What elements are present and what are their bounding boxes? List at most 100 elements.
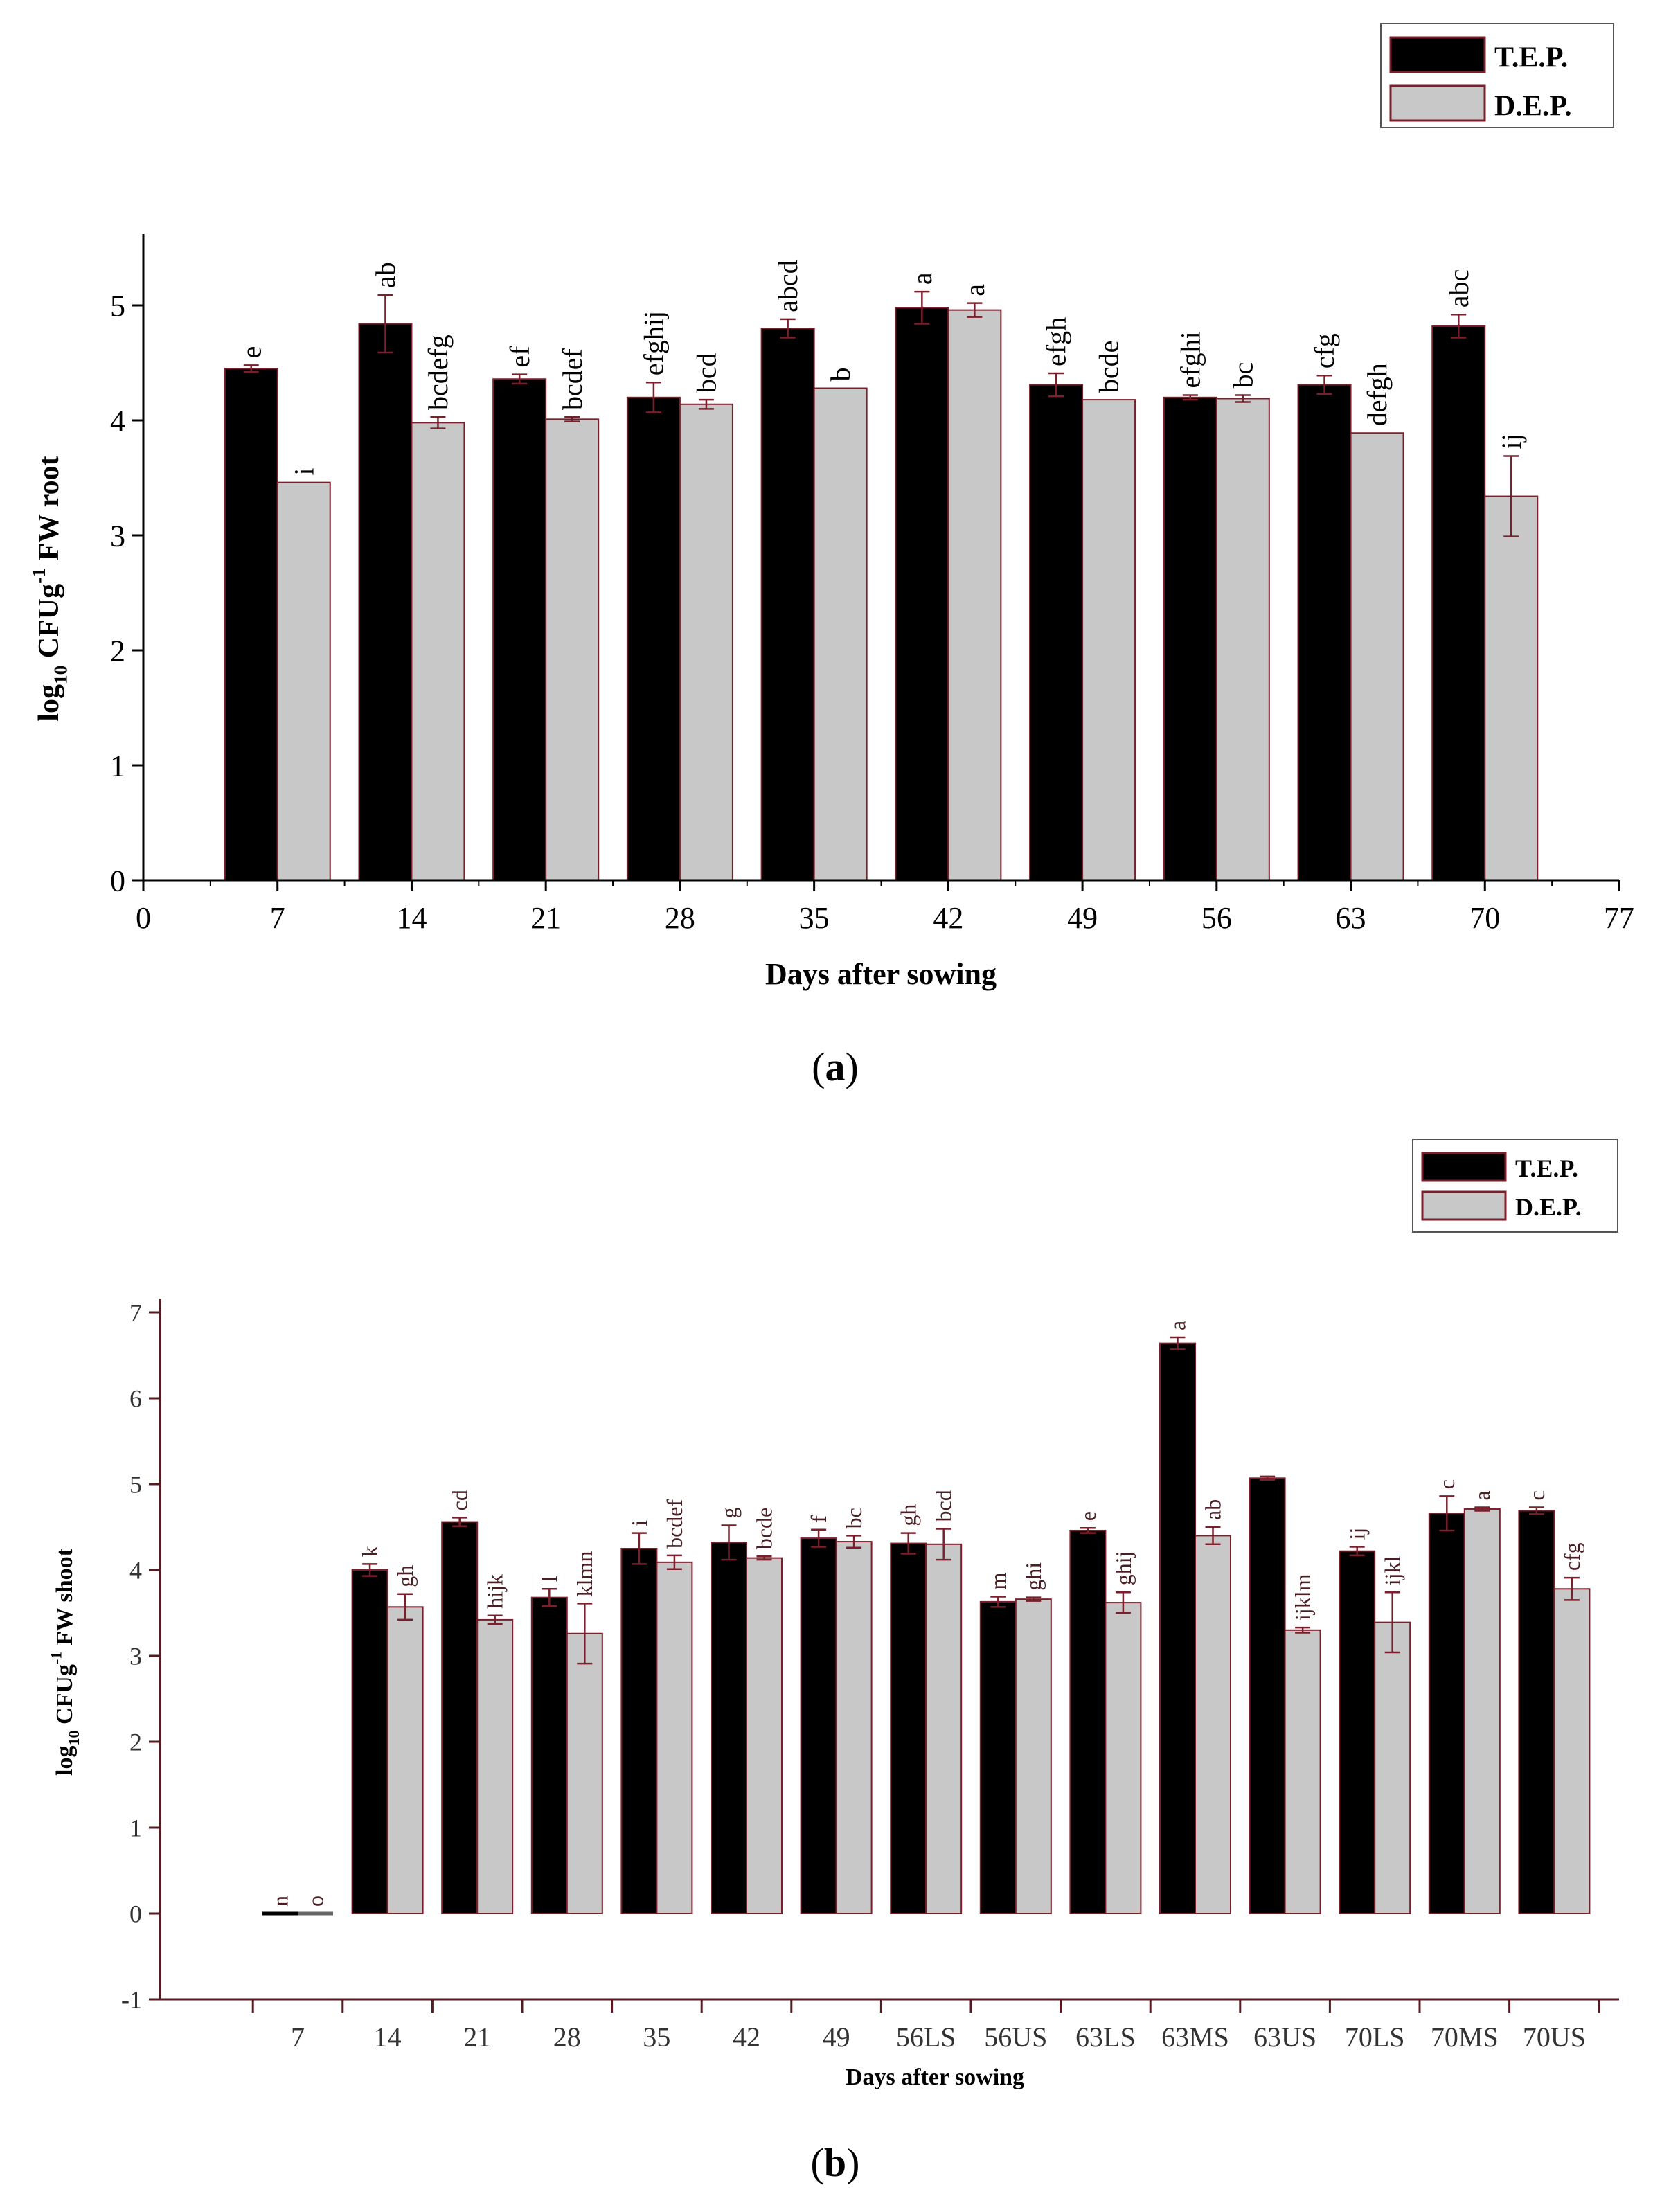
bar-tep-14 [358, 323, 413, 881]
bar-dep-14 [386, 1606, 424, 1915]
x-tick-label: 21 [463, 2022, 491, 2053]
significance-letter: efgh [1041, 317, 1072, 366]
error-bar-tep-28 [542, 1588, 557, 1607]
significance-letter: ghij [1111, 1551, 1136, 1585]
legend-swatch-dep [1421, 1190, 1507, 1221]
y-tick-label: 2 [110, 634, 125, 668]
x-tick-label: 14 [396, 901, 427, 935]
error-bar-dep-63LS [1115, 1591, 1131, 1614]
x-tick-label: 70MS [1431, 2022, 1499, 2053]
significance-letter: ef [504, 346, 535, 368]
error-bar-tep-70MS [1439, 1495, 1455, 1532]
bar-tep-70US [1518, 1510, 1555, 1914]
significance-letter: n [267, 1896, 292, 1907]
axes: 0 1 2 3 4 5 0 7 14 21 28 35 42 49 56 63 70 77 [110, 234, 1634, 935]
significance-letter: bcdef [557, 348, 588, 411]
legend-swatch-tep [1421, 1152, 1507, 1182]
error-bar-tep-35 [780, 318, 796, 339]
x-tick-label: 28 [553, 2022, 581, 2053]
x-tick-label: 42 [933, 901, 963, 935]
panel-label: (a) [812, 1044, 859, 1089]
error-bar-tep-63LS [1080, 1526, 1096, 1534]
y-tick-label: 2 [129, 1729, 142, 1756]
x-tick-label: 70 [1469, 901, 1500, 935]
significance-letter: cd [447, 1490, 472, 1510]
error-bar-tep-28 [645, 381, 661, 413]
significance-letter: ghi [1021, 1562, 1046, 1591]
x-tick-label: 35 [643, 2022, 670, 2053]
significance-letter: bcde [751, 1508, 776, 1549]
x-tick-label: 49 [1067, 901, 1098, 935]
x-tick-label: 14 [374, 2022, 402, 2053]
significance-letter: efghij [638, 311, 670, 375]
bar-tep-7 [224, 368, 278, 881]
bar-dep-56US [1015, 1598, 1052, 1914]
error-bar-dep-28 [577, 1603, 593, 1665]
significance-letter: ab [1200, 1499, 1225, 1520]
y-tick-label: 3 [129, 1643, 142, 1670]
y-tick-label: 4 [110, 404, 125, 438]
error-bar-tep-49 [811, 1528, 827, 1548]
bar-dep-70 [1484, 495, 1539, 881]
error-bar-dep-14 [397, 1593, 413, 1621]
bar-dep-63LS [1105, 1602, 1142, 1915]
significance-letter: a [959, 284, 990, 296]
bar-dep-70MS [1463, 1508, 1501, 1914]
significance-letter: gh [896, 1504, 921, 1526]
bar-tep-35 [620, 1548, 658, 1914]
bar-dep-7 [276, 481, 331, 881]
x-tick-label: 63US [1253, 2022, 1316, 2053]
bar-tep-49 [800, 1537, 837, 1915]
bar-tep-42 [711, 1542, 747, 1915]
error-bar-tep-21 [512, 373, 528, 385]
significance-letter: bcde [1093, 341, 1125, 393]
error-bar-tep-56LS [900, 1532, 916, 1555]
x-tick-label: 35 [799, 901, 830, 935]
error-bar-dep-70 [1503, 455, 1519, 537]
bar-dep-28 [679, 403, 733, 881]
legend-label-dep: D.E.P. [1494, 91, 1572, 123]
bar-tep-63 [1297, 384, 1352, 881]
significance-letter: hijk [483, 1574, 508, 1609]
y-tick-label: 0 [110, 864, 125, 898]
y-tick-label: 6 [129, 1385, 142, 1413]
significance-letter: ij [1345, 1528, 1370, 1540]
error-bar-dep-56LS [936, 1528, 951, 1561]
bar-tep-28 [530, 1596, 568, 1914]
y-axis-label: log10 CFUg-1 FW root [28, 456, 71, 721]
error-bar-tep-70LS [1349, 1546, 1365, 1557]
legend-label-tep: T.E.P. [1515, 1154, 1578, 1182]
y-tick-label: 1 [110, 749, 125, 783]
bar-dep-28 [566, 1632, 603, 1914]
x-tick-label: 56LS [896, 2022, 956, 2053]
error-bar-tep-14 [377, 294, 393, 354]
error-bar-tep-14 [362, 1563, 378, 1577]
error-bar-dep-21 [564, 416, 580, 422]
error-bar-tep-42 [914, 290, 930, 325]
bar-tep-63MS [1159, 1342, 1196, 1914]
bar-tep-63US [1249, 1477, 1286, 1915]
significance-letter: cfg [1309, 333, 1340, 368]
error-bar-dep-14 [430, 416, 446, 429]
legend: T.E.P. D.E.P. [1412, 1139, 1618, 1233]
bar-dep-42 [746, 1557, 783, 1914]
y-tick-label: 3 [110, 519, 125, 553]
bar-tep-56LS [890, 1542, 927, 1915]
x-tick-label: 63 [1336, 901, 1366, 935]
legend-swatch-tep [1389, 36, 1486, 73]
significance-letter: bc [1227, 362, 1258, 389]
error-bar-dep-70US [1564, 1576, 1580, 1601]
error-bar-tep-7 [243, 364, 259, 373]
legend-swatch-dep [1389, 84, 1486, 122]
y-axis-label: log10 CFUg-1 FW shoot [48, 1548, 83, 1776]
significance-letter: klmn [572, 1551, 597, 1597]
x-tick-label: 7 [270, 901, 285, 935]
y-tick-label: 4 [129, 1557, 142, 1585]
significance-letter: ijklm [1290, 1573, 1315, 1621]
significance-letter: ab [370, 262, 401, 288]
significance-letter: a [1165, 1321, 1190, 1330]
x-tick-label: 56 [1201, 901, 1232, 935]
